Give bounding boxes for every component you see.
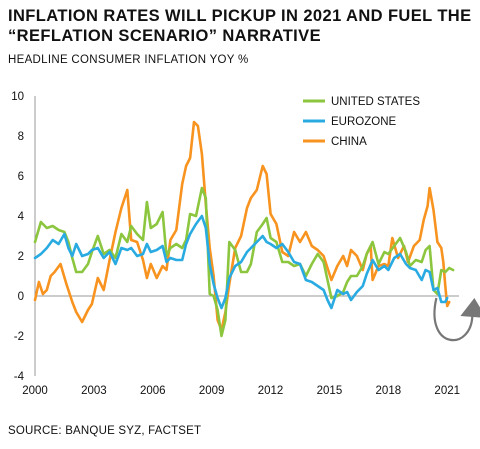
y-tick-label: 6 (18, 171, 24, 183)
series-line-china (33, 120, 451, 332)
y-tick-label: 4 (18, 211, 25, 223)
legend-label: UNITED STATES (331, 96, 420, 108)
x-tick-label: 2000 (22, 385, 48, 397)
series-line-united-states (33, 186, 455, 338)
x-tick-label: 2003 (81, 385, 107, 397)
x-tick-label: 2021 (434, 385, 460, 397)
series-line-eurozone (33, 214, 449, 310)
chart-subtitle: HEADLINE CONSUMER INFLATION YOY % (8, 54, 249, 66)
x-tick-label: 2015 (317, 385, 343, 397)
x-tick-label: 2006 (140, 385, 166, 397)
legend-label: EUROZONE (331, 116, 397, 128)
y-tick-label: 2 (18, 251, 24, 263)
x-tick-label: 2018 (376, 385, 402, 397)
chart-title: INFLATION RATES WILL PICKUP IN 2021 AND … (8, 6, 474, 46)
y-tick-label: -4 (14, 371, 25, 383)
y-tick-label: 8 (18, 131, 24, 143)
y-tick-label: 0 (18, 291, 24, 303)
y-tick-label: -2 (14, 331, 24, 343)
source-note: SOURCE: BANQUE SYZ, FACTSET (8, 425, 202, 437)
x-tick-label: 2009 (199, 385, 225, 397)
annotation-curve-arrow (433, 297, 474, 342)
legend-label: CHINA (331, 136, 367, 148)
chart-title-line-2: “REFLATION SCENARIO” NARRATIVE (8, 27, 321, 45)
chart-title-line-1: INFLATION RATES WILL PICKUP IN 2021 AND … (8, 7, 472, 25)
x-tick-label: 2012 (258, 385, 284, 397)
y-tick-label: 10 (11, 91, 24, 103)
annotation-arrowhead (460, 298, 480, 318)
